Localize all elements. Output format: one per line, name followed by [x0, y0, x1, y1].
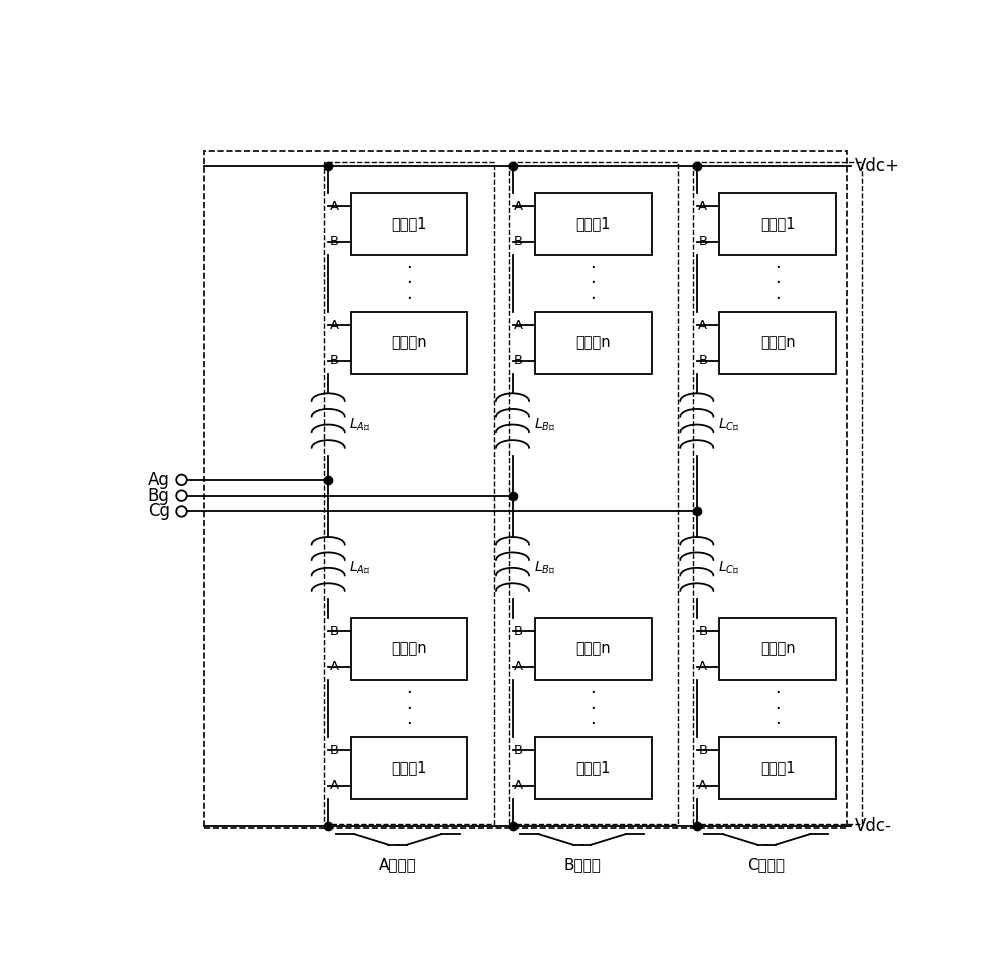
Text: B: B — [698, 235, 707, 248]
Text: 子模块n: 子模块n — [391, 335, 427, 351]
Text: $L_{C下}$: $L_{C下}$ — [718, 560, 739, 576]
Text: ·
·
·: · · · — [590, 684, 596, 733]
Bar — [719, 617, 836, 680]
Text: B: B — [330, 743, 339, 757]
Text: B: B — [514, 743, 523, 757]
Text: ·
·
·: · · · — [775, 684, 781, 733]
Bar — [719, 192, 836, 255]
Bar — [509, 162, 678, 825]
Text: A相单元: A相单元 — [379, 857, 417, 871]
Text: 子模块n: 子模块n — [576, 642, 611, 657]
Bar — [351, 192, 467, 255]
Text: Ag: Ag — [148, 471, 170, 488]
Text: Cg: Cg — [148, 502, 170, 521]
Text: Bg: Bg — [148, 487, 170, 505]
Text: A: A — [698, 779, 707, 792]
Bar — [324, 162, 494, 825]
Text: 子模块1: 子模块1 — [760, 217, 795, 232]
Text: A: A — [514, 779, 523, 792]
Text: 子模块1: 子模块1 — [391, 217, 427, 232]
Text: B相单元: B相单元 — [563, 857, 601, 871]
Text: 子模块n: 子模块n — [391, 642, 427, 657]
Text: B: B — [698, 743, 707, 757]
Text: A: A — [698, 660, 707, 673]
Text: $L_{C上}$: $L_{C上}$ — [718, 416, 739, 433]
Text: ·
·
·: · · · — [406, 259, 412, 308]
Text: A: A — [330, 319, 339, 332]
Bar — [204, 151, 847, 828]
Text: A: A — [514, 319, 523, 332]
Text: ·
·
·: · · · — [406, 684, 412, 733]
Text: A: A — [330, 660, 339, 673]
Text: B: B — [698, 625, 707, 638]
Text: $L_{A下}$: $L_{A下}$ — [349, 560, 371, 576]
Text: ·
·
·: · · · — [775, 259, 781, 308]
Text: A: A — [698, 319, 707, 332]
Bar — [535, 617, 652, 680]
Bar — [351, 312, 467, 374]
Text: ·
·
·: · · · — [590, 259, 596, 308]
Text: 子模块1: 子模块1 — [576, 760, 611, 776]
Bar — [719, 737, 836, 799]
Text: A: A — [698, 200, 707, 213]
Bar — [535, 312, 652, 374]
Text: B: B — [330, 354, 339, 367]
Text: 子模块1: 子模块1 — [760, 760, 795, 776]
Text: B: B — [514, 354, 523, 367]
Text: $L_{B上}$: $L_{B上}$ — [534, 416, 555, 433]
Text: B: B — [514, 625, 523, 638]
Text: 子模块n: 子模块n — [760, 335, 795, 351]
Text: B: B — [330, 625, 339, 638]
Text: $L_{B下}$: $L_{B下}$ — [534, 560, 555, 576]
Text: $L_{A上}$: $L_{A上}$ — [349, 416, 371, 433]
Text: A: A — [514, 200, 523, 213]
Text: B: B — [514, 235, 523, 248]
Text: A: A — [330, 779, 339, 792]
Bar — [693, 162, 862, 825]
Text: 子模块1: 子模块1 — [391, 760, 427, 776]
Bar — [535, 192, 652, 255]
Text: Vdc+: Vdc+ — [855, 157, 900, 175]
Text: 子模块n: 子模块n — [760, 642, 795, 657]
Text: A: A — [330, 200, 339, 213]
Text: C相单元: C相单元 — [747, 857, 785, 871]
Text: Vdc-: Vdc- — [855, 817, 892, 835]
Bar — [719, 312, 836, 374]
Bar — [351, 737, 467, 799]
Text: B: B — [698, 354, 707, 367]
Text: A: A — [514, 660, 523, 673]
Text: 子模块1: 子模块1 — [576, 217, 611, 232]
Bar — [535, 737, 652, 799]
Text: B: B — [330, 235, 339, 248]
Bar — [351, 617, 467, 680]
Text: 子模块n: 子模块n — [576, 335, 611, 351]
